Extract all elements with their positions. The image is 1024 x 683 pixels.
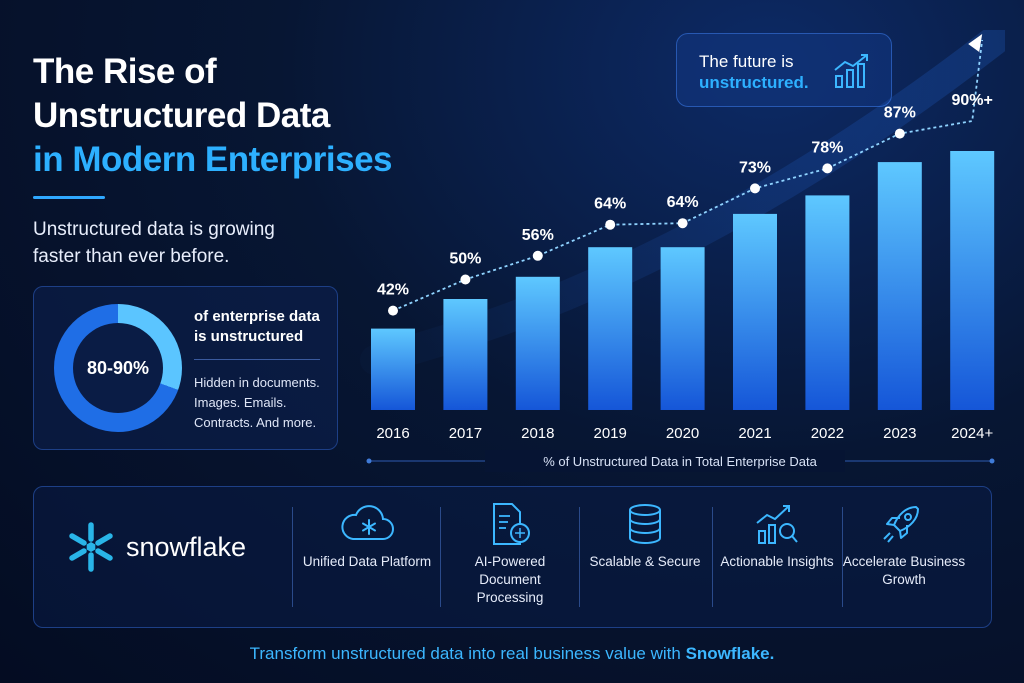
stat-card: 80-90% of enterprise data is unstructure… xyxy=(33,286,338,450)
features-panel: snowflake Unified Data Platform AI-Power… xyxy=(33,486,992,628)
bar-2024+ xyxy=(950,151,995,410)
bar-chart: 42% 50% 56% 64% 64% 73% 78% 87% 90%+ 2016 2017 201… xyxy=(360,30,1005,472)
x-tick-2024+: 2024+ xyxy=(951,425,993,442)
future-line-1: The future is xyxy=(699,52,794,71)
bar-2016 xyxy=(371,328,415,410)
data-label-2019: 64% xyxy=(594,196,626,213)
trend-point-2019 xyxy=(605,219,616,230)
trend-point-2022 xyxy=(822,163,833,174)
feature-divider xyxy=(579,507,580,607)
trend-arrowhead xyxy=(968,34,983,52)
stat-headline: of enterprise data is unstructured xyxy=(194,308,320,345)
trend-point-2017 xyxy=(460,274,471,285)
trend-point-2021 xyxy=(750,183,760,194)
title-divider xyxy=(33,196,105,199)
stat-divider xyxy=(194,359,320,360)
cloud-snowflake-icon xyxy=(341,505,394,540)
feature-scalable-secure: Scalable & Secure xyxy=(580,501,710,571)
feature-label: Accelerate Business Growth xyxy=(842,554,966,587)
insights-chart-icon xyxy=(756,505,798,544)
x-tick-2020: 2020 xyxy=(666,425,699,442)
x-tick-2019: 2019 xyxy=(594,425,627,442)
x-axis-line-end xyxy=(989,458,995,464)
footer-text: Transform unstructured data into real bu… xyxy=(249,644,681,663)
future-text: The future is unstructured. xyxy=(699,51,809,93)
bar-2017 xyxy=(443,299,488,410)
x-tick-2017: 2017 xyxy=(449,425,482,442)
brand-name: snowflake xyxy=(126,531,247,562)
subtitle: Unstructured data is growing faster than… xyxy=(33,219,275,267)
footer-tagline: Transform unstructured data into real bu… xyxy=(0,644,1024,664)
bar-2018 xyxy=(515,276,560,410)
feature-divider xyxy=(712,507,713,607)
page-title: The Rise of Unstructured Data in Modern … xyxy=(33,50,393,182)
bar-2022 xyxy=(805,195,850,410)
growth-chart-icon xyxy=(834,54,868,88)
bar-2021 xyxy=(733,213,777,410)
data-label-2022: 78% xyxy=(811,139,843,156)
title-line-1: The Rise of xyxy=(33,52,217,91)
feature-divider xyxy=(842,507,843,607)
trend-point-2020 xyxy=(677,218,688,229)
future-line-2: unstructured. xyxy=(699,73,809,92)
data-label-2017: 50% xyxy=(449,251,481,268)
bar-2020 xyxy=(660,247,705,410)
snowflake-icon xyxy=(69,522,113,572)
x-tick-2021: 2021 xyxy=(738,425,771,442)
feature-label: AI-Powered Document Processing xyxy=(474,554,546,605)
feature-accelerate-growth: Accelerate Business Growth xyxy=(839,501,969,589)
title-line-3: in Modern Enterprises xyxy=(33,140,393,179)
bar-2019 xyxy=(588,247,633,410)
trend-line xyxy=(392,39,984,312)
title-line-2: Unstructured Data xyxy=(33,96,330,135)
future-callout: The future is unstructured. xyxy=(676,33,892,107)
donut-value: 80-90% xyxy=(73,323,163,413)
database-icon xyxy=(629,504,661,544)
donut-chart: 80-90% xyxy=(54,304,182,432)
data-label-2016: 42% xyxy=(377,282,409,299)
stat-description: Hidden in documents. Images. Emails. Con… xyxy=(194,375,320,430)
feature-label: Scalable & Secure xyxy=(589,554,701,569)
rocket-icon xyxy=(883,506,919,543)
feature-ai-document: AI-Powered Document Processing xyxy=(445,501,575,607)
x-tick-2022: 2022 xyxy=(811,425,844,442)
x-tick-2018: 2018 xyxy=(521,425,554,442)
feature-label: Unified Data Platform xyxy=(302,554,432,569)
data-label-2020: 64% xyxy=(667,194,699,211)
feature-actionable-insights: Actionable Insights xyxy=(712,501,842,571)
ai-document-icon xyxy=(493,503,530,545)
data-label-2018: 56% xyxy=(522,227,554,244)
trend-point-2018 xyxy=(532,250,543,261)
feature-divider xyxy=(440,507,441,607)
bar-2023 xyxy=(877,162,922,410)
feature-divider xyxy=(292,507,293,607)
x-tick-2023: 2023 xyxy=(883,425,916,442)
feature-unified-platform: Unified Data Platform xyxy=(302,501,432,571)
x-axis-label: % of Unstructured Data in Total Enterpri… xyxy=(543,454,817,469)
feature-label: Actionable Insights xyxy=(720,554,834,569)
data-label-2021: 73% xyxy=(739,159,771,176)
x-axis-label-bg xyxy=(485,450,845,472)
footer-brand: Snowflake. xyxy=(685,644,775,663)
data-label-2024+: 90%+ xyxy=(952,92,993,109)
data-label-2023: 87% xyxy=(884,105,916,122)
x-tick-2016: 2016 xyxy=(376,425,409,442)
x-axis-line-start xyxy=(366,458,372,464)
brand-logo: snowflake xyxy=(64,517,246,577)
trend-point-2016 xyxy=(388,305,398,316)
trend-point-2023 xyxy=(894,128,905,139)
